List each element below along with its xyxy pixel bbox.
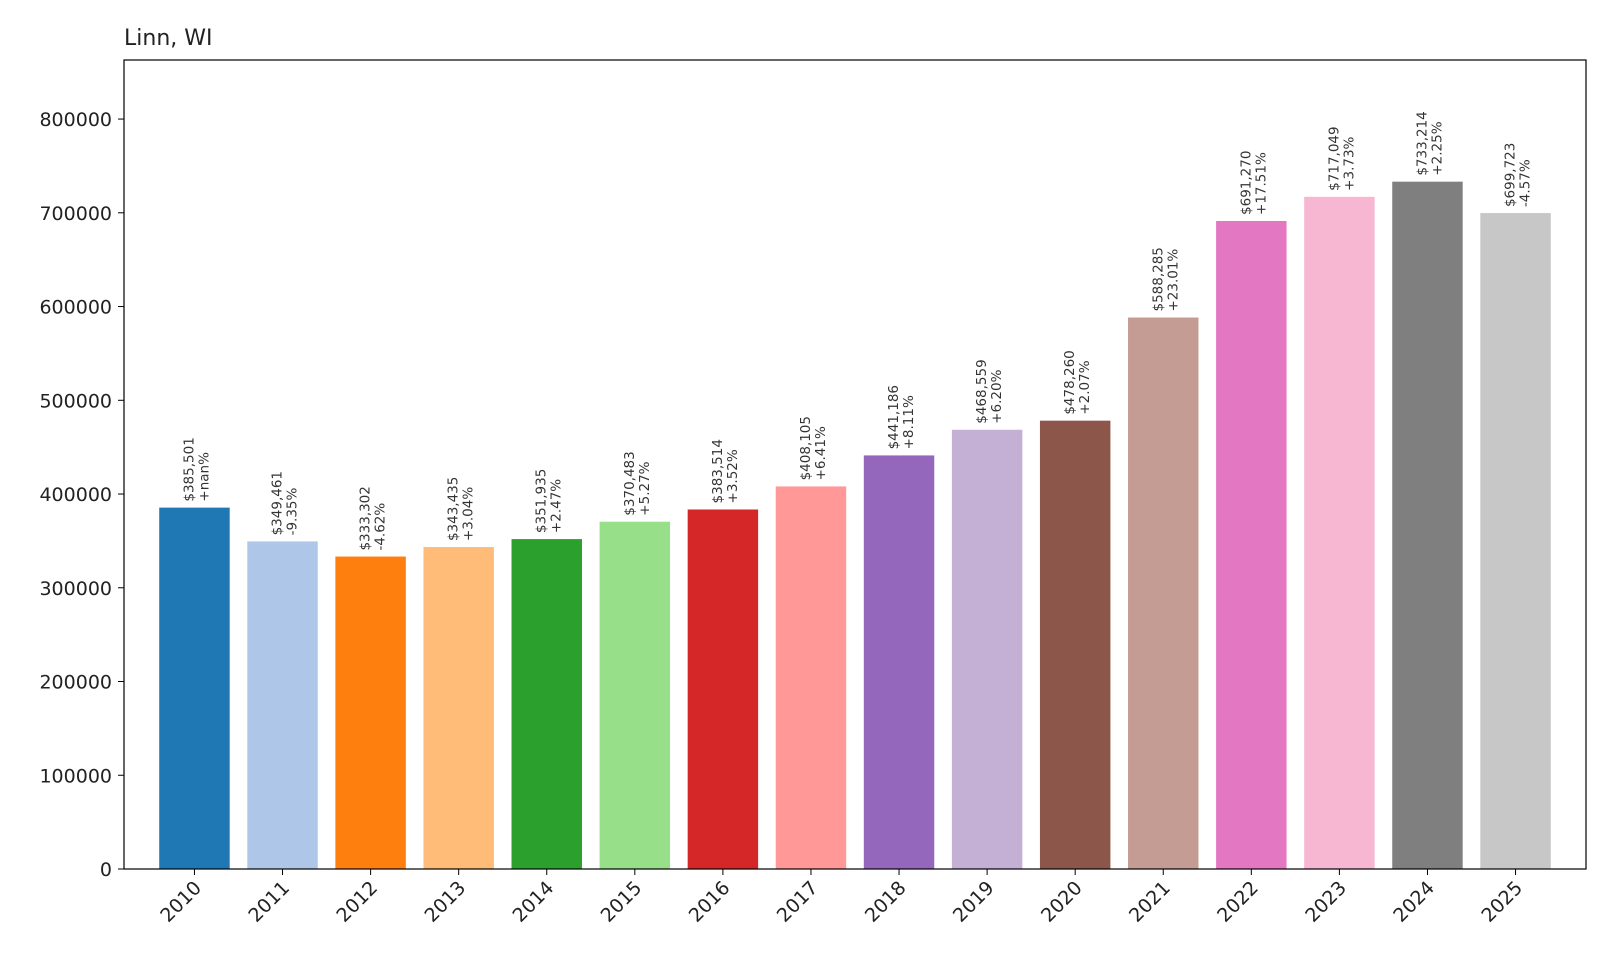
- bar-2022: [1216, 220, 1287, 869]
- bar-value-label: $333,302-4.62%: [358, 486, 389, 550]
- y-tick-label: 600000: [39, 297, 112, 319]
- bar-value-label: $588,285+23.01%: [1150, 247, 1181, 311]
- bar-price-label: $468,559: [974, 359, 990, 423]
- bar-change-label: +8.11%: [901, 395, 917, 449]
- bar-price-label: $717,049: [1326, 126, 1342, 190]
- bar-value-label: $370,483+5.27%: [622, 451, 653, 515]
- y-tick-label: 300000: [39, 578, 112, 600]
- bar-value-label: $408,105+6.41%: [798, 416, 829, 480]
- x-axis: 2010 2011 2012 2013 2014 2015 2016 2017 2018 2019…: [156, 869, 1527, 927]
- bar-change-label: +nan%: [196, 452, 212, 502]
- bar-change-label: -4.57%: [1518, 159, 1534, 207]
- bar-labels-layer: $385,501+nan% $349,461-9.35% $333,302-4.62…: [181, 111, 1533, 550]
- bar-change-label: +2.07%: [1077, 360, 1093, 414]
- bar-2012: [335, 556, 406, 869]
- bar-change-label: +17.51%: [1253, 152, 1269, 215]
- x-tick-label: 2015: [597, 877, 647, 927]
- y-tick-label: 800000: [39, 109, 112, 131]
- bar-price-label: $349,461: [270, 471, 286, 535]
- bar-price-label: $699,723: [1503, 143, 1519, 207]
- bar-change-label: +2.25%: [1429, 121, 1445, 175]
- y-tick-label: 100000: [39, 765, 112, 787]
- plot-frame: [123, 59, 1587, 870]
- x-tick-label: 2024: [1389, 877, 1439, 927]
- bar-2025: [1480, 213, 1551, 869]
- bar-2010: [159, 507, 230, 869]
- bar-change-label: +3.52%: [725, 449, 741, 503]
- bar-change-label: +3.04%: [461, 487, 477, 541]
- y-tick-label: 200000: [39, 672, 112, 694]
- bar-price-label: $691,270: [1238, 151, 1254, 215]
- x-tick-label: 2013: [420, 877, 470, 927]
- bar-2015: [599, 521, 671, 869]
- bar-price-label: $478,260: [1062, 350, 1078, 414]
- bar-value-label: $441,186+8.11%: [886, 385, 917, 449]
- y-tick-label: 500000: [39, 390, 112, 412]
- bar-price-label: $351,935: [534, 469, 550, 533]
- y-tick-label: 400000: [39, 484, 112, 506]
- bar-change-label: +23.01%: [1165, 249, 1181, 312]
- x-tick-label: 2025: [1477, 877, 1527, 927]
- x-tick-label: 2018: [861, 877, 911, 927]
- x-tick-label: 2021: [1125, 877, 1175, 927]
- bar-change-label: -4.62%: [373, 503, 389, 551]
- x-tick-label: 2010: [156, 877, 206, 927]
- bar-2021: [1128, 317, 1199, 870]
- x-tick-label: 2014: [509, 877, 559, 927]
- bar-2014: [511, 539, 582, 869]
- bar-change-label: -9.35%: [285, 487, 301, 535]
- bar-value-label: $343,435+3.04%: [446, 477, 477, 541]
- bar-2024: [1392, 181, 1463, 869]
- bar-value-label: $478,260+2.07%: [1062, 350, 1093, 414]
- bar-change-label: +5.27%: [637, 461, 653, 515]
- x-tick-label: 2020: [1037, 877, 1087, 927]
- bar-2016: [687, 509, 759, 869]
- y-tick-label: 0: [100, 859, 112, 881]
- bar-2017: [775, 486, 847, 869]
- bar-price-label: $333,302: [358, 486, 374, 550]
- bar-2023: [1304, 196, 1375, 870]
- x-tick-label: 2012: [332, 877, 382, 927]
- y-tick-label: 700000: [39, 203, 112, 225]
- bar-value-label: $349,461-9.35%: [270, 471, 301, 535]
- bar-price-label: $588,285: [1150, 247, 1166, 311]
- bar-value-label: $385,501+nan%: [181, 437, 212, 501]
- bar-change-label: +6.20%: [989, 369, 1005, 423]
- x-tick-label: 2016: [685, 877, 735, 927]
- x-tick-label: 2023: [1301, 877, 1351, 927]
- bar-value-label: $699,723-4.57%: [1503, 143, 1534, 207]
- bar-price-label: $385,501: [181, 437, 197, 501]
- x-tick-label: 2019: [949, 877, 999, 927]
- bar-value-label: $383,514+3.52%: [710, 439, 741, 503]
- x-tick-label: 2022: [1213, 877, 1263, 927]
- bar-price-label: $733,214: [1414, 111, 1430, 175]
- bar-value-label: $733,214+2.25%: [1414, 111, 1445, 175]
- y-axis: 0 100000 200000 300000 400000 500000 600000 700…: [39, 109, 124, 881]
- bar-price-label: $343,435: [446, 477, 462, 541]
- bar-2011: [247, 541, 318, 869]
- bar-price-label: $370,483: [622, 451, 638, 515]
- x-tick-label: 2017: [773, 877, 823, 927]
- bar-change-label: +3.73%: [1341, 136, 1357, 190]
- bar-value-label: $468,559+6.20%: [974, 359, 1005, 423]
- bar-price-label: $441,186: [886, 385, 902, 449]
- bar-value-label: $717,049+3.73%: [1326, 126, 1357, 190]
- bar-value-label: $691,270+17.51%: [1238, 151, 1269, 215]
- bars-layer: [159, 181, 1551, 870]
- bar-2018: [863, 455, 935, 869]
- bar-2020: [1039, 420, 1111, 869]
- bar-2019: [951, 429, 1023, 869]
- bar-change-label: +6.41%: [813, 426, 829, 480]
- bar-2013: [423, 547, 494, 869]
- bar-change-label: +2.47%: [549, 479, 565, 533]
- bar-value-label: $351,935+2.47%: [534, 469, 565, 533]
- bar-price-label: $383,514: [710, 439, 726, 503]
- x-tick-label: 2011: [244, 877, 294, 927]
- chart-title: Linn, WI: [124, 26, 212, 51]
- bar-price-label: $408,105: [798, 416, 814, 480]
